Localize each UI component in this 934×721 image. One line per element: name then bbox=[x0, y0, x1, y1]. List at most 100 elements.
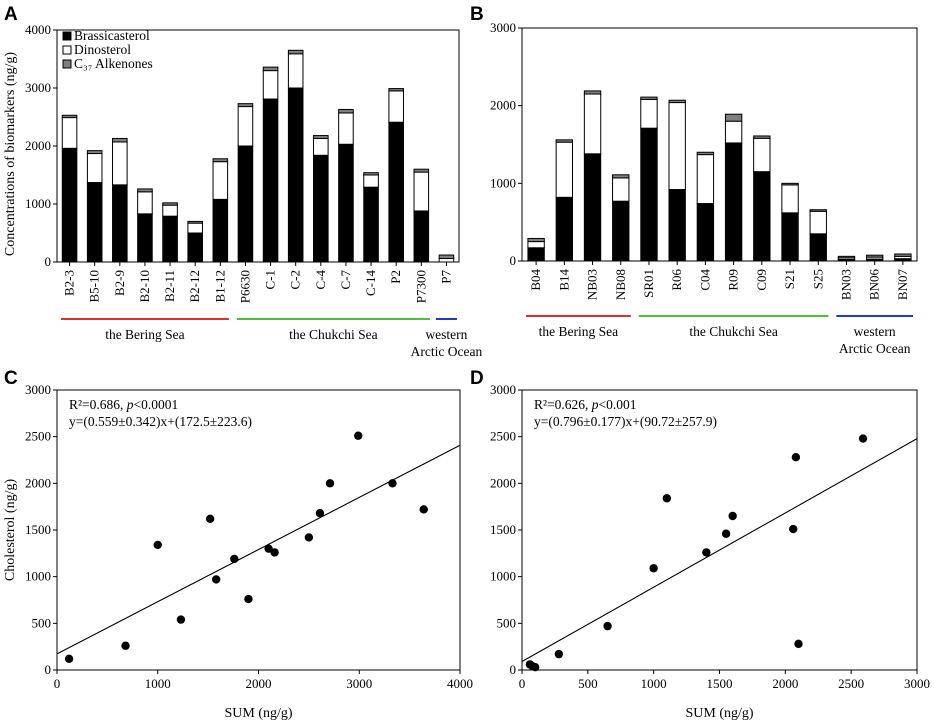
annotation-r2: R²=0.626, p<0.001 bbox=[534, 397, 637, 412]
x-category-label-bn06: BN06 bbox=[867, 269, 882, 301]
panel-d-scatter-plot: 0 500 1000 1500 2000 2500 3000 0 500 1000 1500 2000… bbox=[490, 382, 930, 721]
legend-entry-c37-alkenones: C₃₇ Alkenones bbox=[74, 56, 153, 71]
y-tick-label: 3000 bbox=[490, 382, 516, 397]
data-point-2 bbox=[121, 641, 130, 650]
bar-brassicasterol-b2-10 bbox=[137, 213, 153, 263]
data-point-7 bbox=[662, 494, 672, 503]
y-tick-label: 3000 bbox=[490, 20, 516, 35]
panel-b-stacked-bar-chart: 0 1000 2000 3000 B04 B14 NB03 NB08 SR01 R06 C04 R09… bbox=[490, 20, 918, 356]
bar-dinosterol-p7 bbox=[438, 258, 455, 263]
x-category-label-b2-3: B2-3 bbox=[62, 270, 77, 296]
bar-dinosterol-c09 bbox=[753, 137, 771, 173]
bar-brassicasterol-r06 bbox=[668, 189, 686, 262]
data-point-11 bbox=[304, 533, 314, 542]
bar-c37-alkenones-s25 bbox=[809, 209, 827, 212]
x-category-label-c-1: C-1 bbox=[263, 270, 278, 290]
data-point-5 bbox=[205, 514, 215, 523]
x-category-label-r09: R09 bbox=[726, 269, 741, 291]
bar-c37-alkenones-c09 bbox=[753, 135, 771, 139]
x-category-label-nb08: NB08 bbox=[613, 269, 628, 300]
x-tick-label: 1000 bbox=[145, 676, 171, 691]
bar-c37-alkenones-bn03 bbox=[837, 255, 856, 259]
bar-brassicasterol-c09 bbox=[753, 171, 771, 262]
bar-dinosterol-b5-10 bbox=[86, 153, 103, 184]
annotation-r2-value: R²=0.686, bbox=[69, 397, 127, 412]
regression-line bbox=[521, 438, 918, 663]
bar-brassicasterol-p7300 bbox=[413, 210, 430, 263]
bar-dinosterol-s25 bbox=[809, 210, 827, 235]
annotation-r2: R²=0.686, p<0.0001 bbox=[69, 397, 178, 412]
region-label-western: western bbox=[854, 324, 896, 339]
bar-c37-alkenones-b04 bbox=[527, 237, 545, 243]
bar-c37-alkenones-r06 bbox=[668, 99, 686, 104]
bar-c37-alkenones-sr01 bbox=[640, 96, 658, 100]
bar-brassicasterol-sr01 bbox=[640, 127, 658, 262]
data-point-6 bbox=[211, 575, 221, 584]
x-category-label-c09: C09 bbox=[754, 269, 769, 291]
x-tick-label: 1500 bbox=[707, 676, 733, 691]
y-tick-label: 1500 bbox=[25, 522, 51, 537]
annotation-r2-value: R²=0.626, bbox=[534, 397, 592, 412]
x-category-label-p2: P2 bbox=[388, 270, 403, 284]
x-category-label-b5-10: B5-10 bbox=[87, 270, 102, 303]
bar-brassicasterol-r09 bbox=[724, 142, 743, 262]
region-label-the-bering-sea: the Bering Sea bbox=[105, 327, 184, 342]
data-point-7 bbox=[230, 554, 239, 564]
bar-c37-alkenones-p7300 bbox=[413, 168, 430, 173]
data-point-13 bbox=[325, 479, 335, 488]
bar-c37-alkenones-c-7 bbox=[338, 108, 354, 114]
y-tick-label: 1000 bbox=[490, 175, 516, 190]
x-tick-label: 2500 bbox=[838, 676, 864, 691]
bar-brassicasterol-b2-3 bbox=[61, 147, 78, 263]
y-tick-label: 500 bbox=[497, 615, 517, 630]
bar-dinosterol-sr01 bbox=[640, 98, 658, 129]
panel-letter-c: C bbox=[4, 368, 18, 389]
bar-c37-alkenones-nb08 bbox=[612, 174, 630, 179]
data-point-6 bbox=[649, 564, 658, 573]
data-point-13 bbox=[794, 639, 803, 649]
x-category-label-p6630: P6630 bbox=[237, 270, 252, 303]
bar-dinosterol-c-4 bbox=[313, 137, 329, 156]
data-point-4 bbox=[554, 649, 564, 659]
x-tick-label: 2000 bbox=[772, 676, 798, 691]
bar-brassicasterol-nb03 bbox=[583, 153, 602, 262]
data-point-3 bbox=[530, 663, 540, 672]
bar-dinosterol-c-1 bbox=[262, 70, 279, 100]
bar-c37-alkenones-p2 bbox=[388, 88, 404, 92]
panel-letter-a: A bbox=[4, 4, 18, 25]
bar-dinosterol-b1-12 bbox=[212, 161, 229, 200]
annotation-p-symbol: p bbox=[591, 397, 599, 412]
bar-brassicasterol-b2-12 bbox=[187, 232, 203, 263]
bar-c37-alkenones-bn06 bbox=[865, 254, 884, 258]
x-category-label-b2-11: B2-11 bbox=[162, 270, 177, 302]
data-point-4 bbox=[176, 615, 186, 624]
data-point-9 bbox=[264, 544, 273, 553]
y-tick-label: 0 bbox=[45, 254, 52, 269]
y-tick-label: 3000 bbox=[25, 80, 51, 95]
data-point-15 bbox=[388, 479, 397, 488]
y-tick-label: 2500 bbox=[490, 429, 516, 444]
x-tick-label: 1000 bbox=[641, 676, 667, 691]
y-tick-label: 1000 bbox=[25, 569, 51, 584]
region-label-the-chukchi-sea: the Chukchi Sea bbox=[689, 324, 777, 339]
bar-brassicasterol-b2-9 bbox=[112, 184, 128, 263]
legend-swatch-brassicasterol bbox=[62, 31, 72, 41]
bar-c37-alkenones-b2-11 bbox=[162, 202, 178, 206]
x-category-label-b14: B14 bbox=[556, 269, 571, 291]
bar-c37-alkenones-b2-10 bbox=[137, 188, 153, 193]
x-category-label-c-7: C-7 bbox=[338, 270, 353, 290]
plot-frame bbox=[521, 27, 918, 262]
bar-dinosterol-nb03 bbox=[583, 93, 602, 155]
bar-c37-alkenones-b2-12 bbox=[187, 220, 203, 224]
x-category-label-nb03: NB03 bbox=[585, 269, 600, 300]
bar-brassicasterol-p2 bbox=[388, 121, 404, 263]
data-point-16 bbox=[419, 505, 428, 514]
regression-line bbox=[56, 444, 461, 655]
data-point-8 bbox=[702, 548, 711, 557]
panel-c-scatter-plot: 0 500 1000 1500 2000 2500 3000 0 1000 2000 3000 400… bbox=[3, 382, 473, 721]
x-category-label-b2-10: B2-10 bbox=[137, 270, 152, 303]
bar-c37-alkenones-b5-10 bbox=[86, 150, 103, 155]
bar-dinosterol-r06 bbox=[668, 102, 686, 191]
bar-c37-alkenones-b14 bbox=[555, 139, 574, 143]
region-label-the-bering-sea: the Bering Sea bbox=[539, 324, 618, 339]
